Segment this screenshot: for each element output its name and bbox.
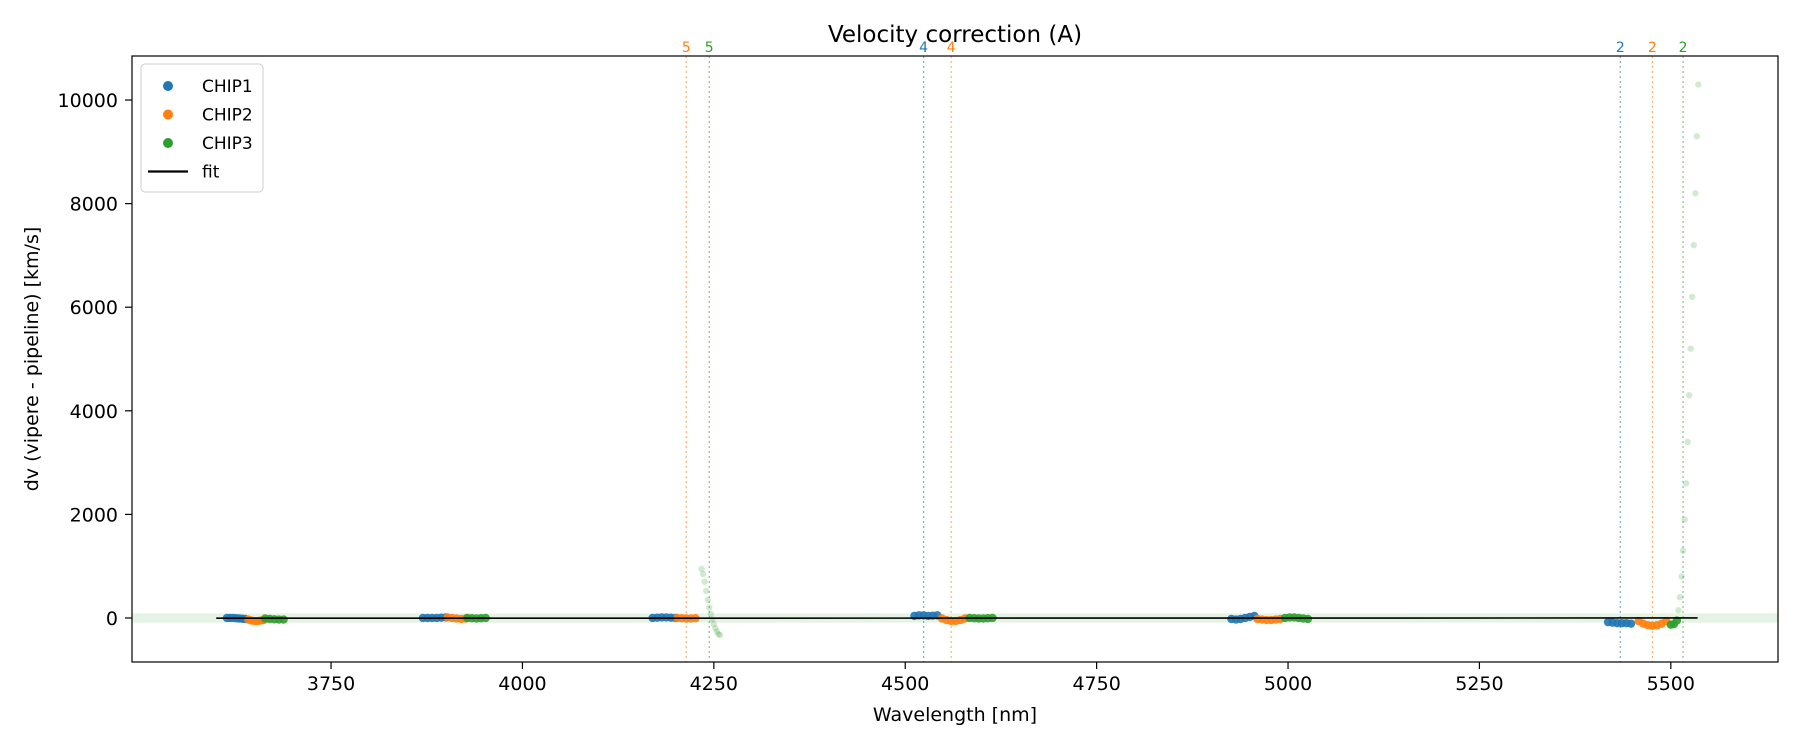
point-chip3-seg1 [279,615,288,624]
point-chip1-seg6 [1626,619,1636,628]
order-label-chip2-4: 4 [947,40,956,56]
order-label-chip1-4: 4 [919,40,928,56]
point-chip3-seg3 [716,631,724,639]
plot-area [132,56,1778,662]
y-tick-label: 4000 [70,401,118,423]
x-tick-label: 5000 [1264,673,1312,695]
point-chip3-seg6 [1682,480,1690,487]
legend-marker-chip2 [163,109,173,120]
x-tick-label: 4250 [690,673,738,695]
point-chip3-seg6 [1676,594,1684,601]
order-label-chip3-5: 5 [705,40,714,56]
point-chip3-seg6 [1690,241,1697,249]
y-tick-label: 0 [106,608,118,630]
y-tick-label: 8000 [70,194,118,216]
point-chip3-seg6 [1693,133,1701,140]
point-chip3-seg6 [1687,345,1694,352]
legend: CHIP1 CHIP2 CHIP3 fit [140,63,264,193]
x-tick-label: 4750 [1072,673,1120,695]
point-chip3-seg3 [706,604,713,611]
legend-label-chip2: CHIP2 [202,106,253,126]
legend-label-chip3: CHIP3 [202,134,253,154]
point-chip3-seg6 [1685,392,1693,399]
x-tick-label: 5500 [1647,673,1695,695]
point-chip3-seg6 [1675,607,1682,614]
legend-marker-chip1 [163,81,173,91]
legend-marker-chip3 [163,138,173,148]
y-tick-label: 2000 [70,504,118,526]
point-chip3-seg3 [698,565,705,572]
axes-frame [131,55,1779,663]
legend-box [140,63,264,193]
order-label-chip3-2: 2 [1679,40,1688,56]
y-tick-label: 6000 [70,297,118,319]
point-chip3-seg6 [1684,438,1691,446]
point-chip3-seg3 [701,578,708,585]
point-chip3-seg6 [1679,547,1687,554]
x-tick-label: 4000 [498,673,546,695]
point-chip3-seg3 [713,628,721,635]
point-chip3-seg6 [1689,293,1696,301]
point-chip3-seg3 [707,610,714,618]
y-axis-label: dv (vipere - pipeline) [km/s] [21,227,43,492]
x-tick-label: 3750 [307,673,355,695]
point-chip3-seg6 [1695,81,1702,88]
y-tick-label: 10000 [58,90,118,112]
x-tick-label: 4500 [881,673,929,695]
point-chip3-seg5 [1303,614,1313,624]
order-label-chip2-2: 2 [1648,40,1657,56]
point-chip3-seg6 [1692,190,1699,197]
point-chip3-seg6 [1678,573,1685,580]
point-chip3-seg3 [699,570,707,578]
x-tick-label: 5250 [1455,673,1503,695]
chart-title: Velocity correction (A) [828,22,1082,48]
point-chip3-seg3 [704,596,711,604]
axes-ticks: 5 5 4 4 2 2 2 3750 4000 4250 4500 4750 5000 5250 5500 0… [58,40,1695,695]
point-chip3-seg3 [702,587,710,595]
point-chip3-seg3 [715,630,722,638]
point-chip3-seg6 [1681,516,1688,523]
point-chip3-seg3 [710,620,718,628]
legend-label-chip1: CHIP1 [202,77,253,97]
point-chip3-seg3 [712,625,719,632]
x-axis-label: Wavelength [nm] [873,704,1037,726]
legend-label-fit: fit [202,163,220,183]
order-label-chip1-2: 2 [1616,40,1625,56]
order-label-chip2-5: 5 [682,40,691,56]
